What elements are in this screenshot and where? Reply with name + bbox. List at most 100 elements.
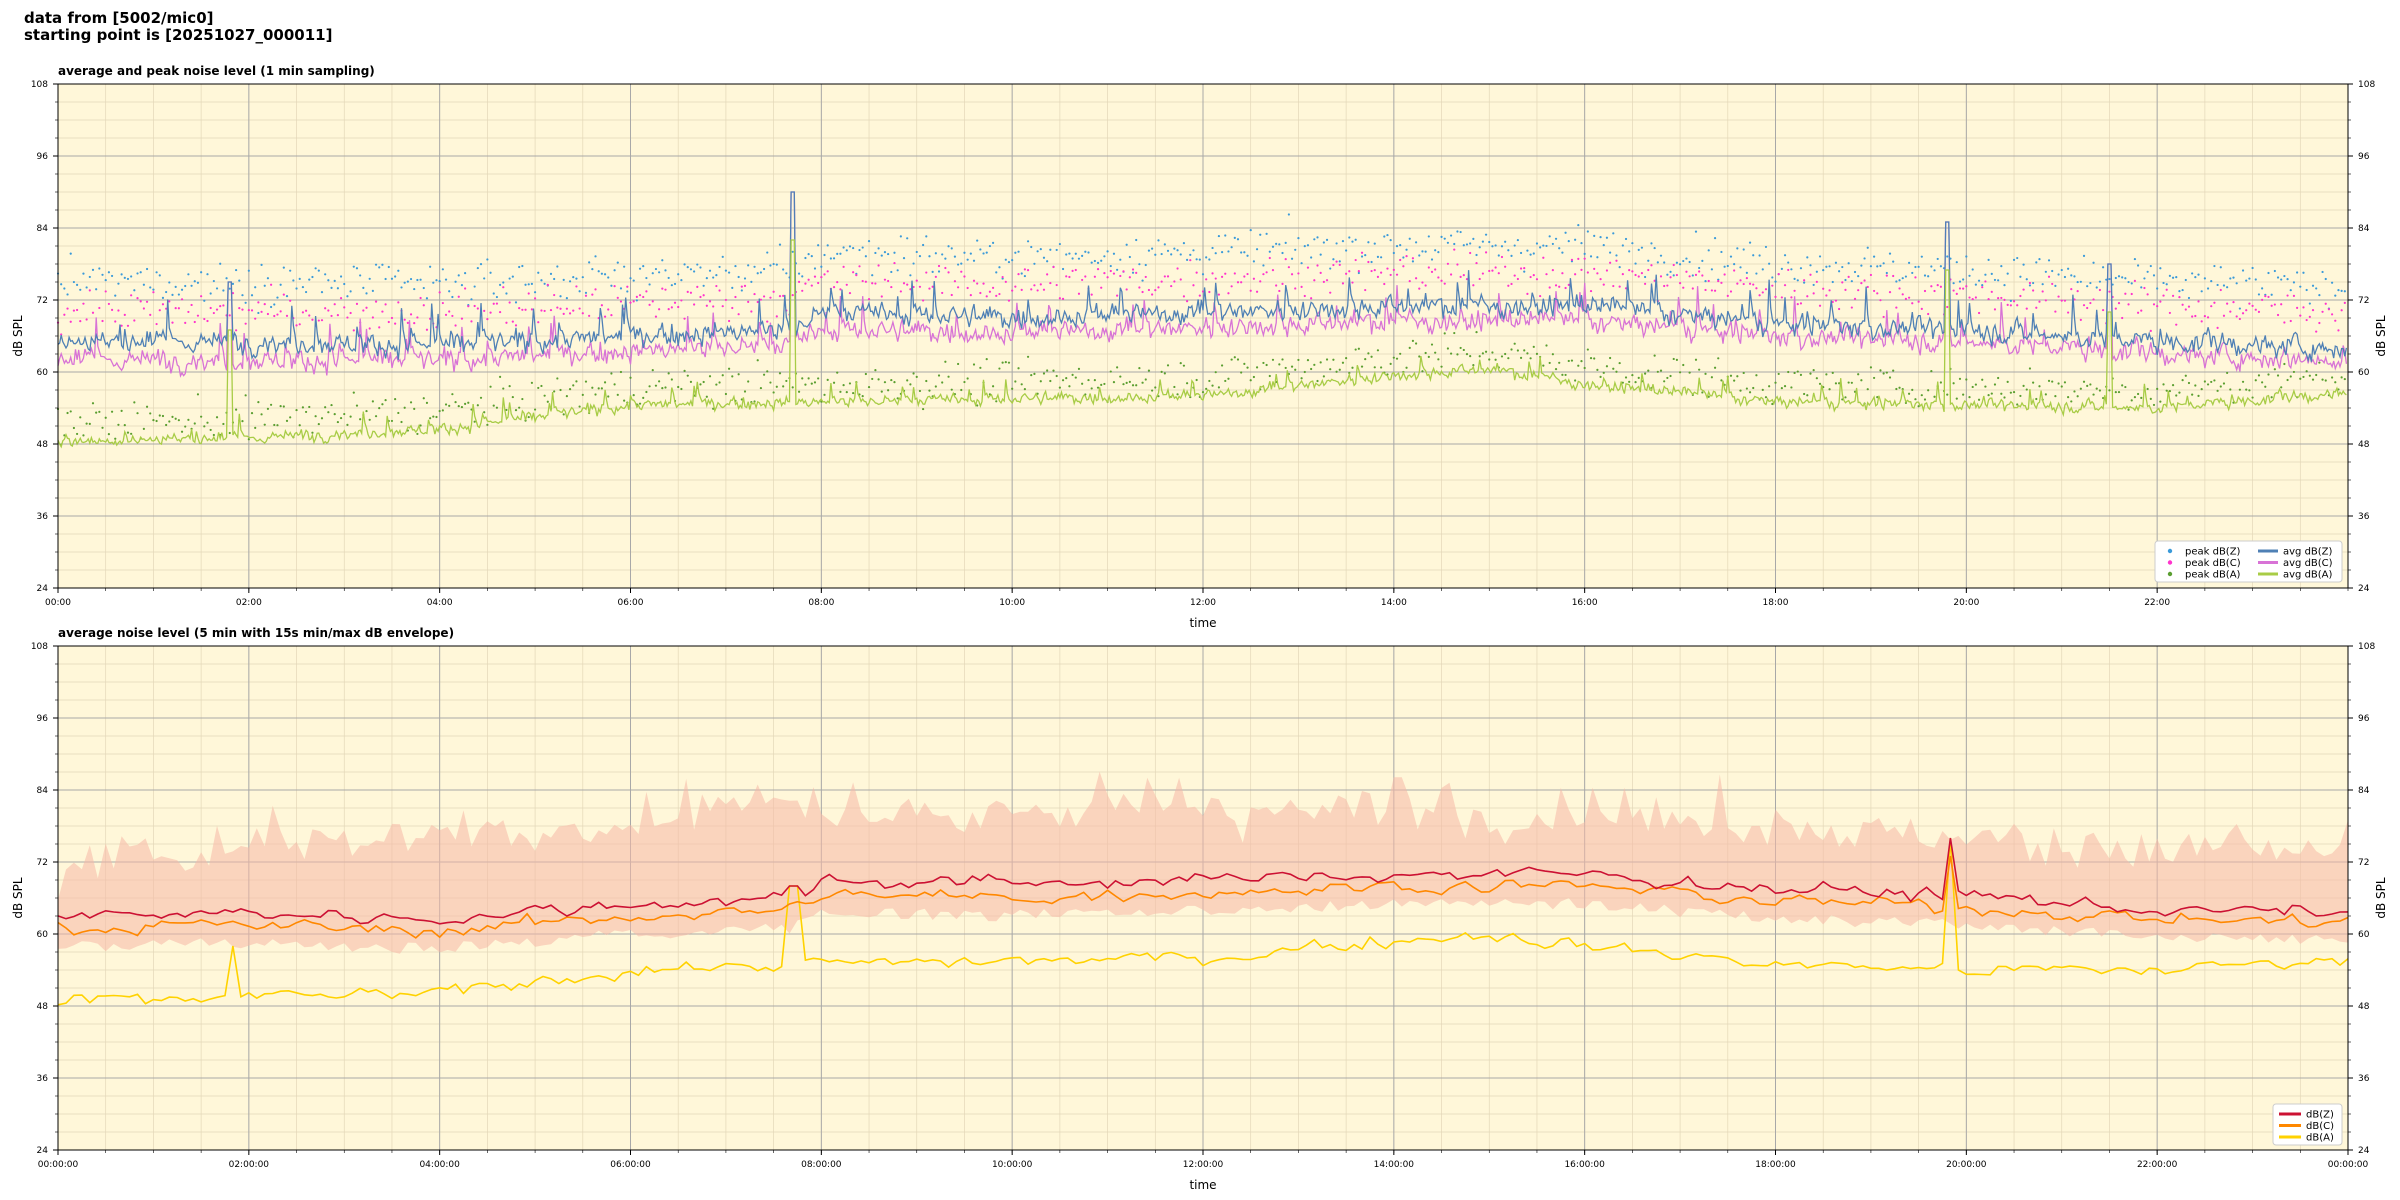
peak-a-point	[1052, 369, 1055, 372]
peak-a-point	[2117, 390, 2121, 394]
peak-a-point	[1236, 358, 1240, 361]
peak-z-point	[2245, 279, 2248, 282]
peak-z-point	[1962, 278, 1965, 281]
peak-z-point	[1478, 246, 1481, 249]
peak-a-point	[107, 433, 110, 436]
peak-a-point	[1860, 379, 1863, 382]
peak-a-point	[1551, 353, 1554, 356]
peak-z-point	[1042, 256, 1046, 259]
peak-a-point	[909, 383, 912, 386]
peak-a-point	[1799, 373, 1803, 376]
peak-a-point	[448, 404, 451, 407]
peak-a-point	[2241, 380, 2245, 383]
peak-c-point	[203, 317, 206, 321]
peak-a-point	[2203, 380, 2206, 383]
peak-c-point	[1599, 278, 1602, 281]
peak-c-point	[1255, 290, 1259, 293]
peak-a-point	[1888, 376, 1892, 379]
peak-z-point	[1564, 231, 1567, 234]
peak-z-point	[1558, 247, 1561, 250]
peak-a-point	[2289, 375, 2292, 378]
peak-c-point	[101, 319, 104, 323]
peak-c-point	[2175, 323, 2178, 326]
peak-z-point	[1678, 263, 1682, 266]
peak-c-point	[1955, 292, 1958, 295]
peak-z-point	[1831, 280, 1834, 284]
peak-a-point	[339, 416, 343, 420]
legend-marker-dot	[2167, 571, 2173, 577]
peak-z-point	[2067, 267, 2070, 270]
peak-z-point	[2200, 290, 2203, 293]
peak-a-point	[1739, 389, 1742, 392]
peak-z-point	[1713, 237, 1717, 240]
peak-c-point	[1952, 289, 1955, 292]
peak-z-point	[1863, 257, 1866, 260]
peak-z-point	[1914, 265, 1917, 269]
peak-c-point	[2238, 317, 2241, 321]
peak-c-point	[874, 282, 877, 285]
peak-z-point	[1841, 265, 1844, 269]
peak-a-point	[263, 423, 266, 426]
peak-c-point	[1402, 265, 1405, 268]
peak-a-point	[778, 372, 782, 375]
peak-c-point	[1405, 254, 1408, 258]
peak-c-point	[963, 275, 966, 278]
peak-c-point	[1500, 255, 1504, 259]
peak-z-point	[2286, 278, 2289, 281]
peak-a-point	[642, 396, 645, 399]
peak-c-point	[365, 306, 368, 309]
peak-z-point	[1484, 233, 1488, 236]
peak-c-point	[918, 285, 922, 288]
peak-c-point	[1729, 290, 1733, 293]
peak-a-point	[413, 407, 416, 411]
peak-a-point	[359, 418, 362, 421]
x-tick-label: 16:00	[1572, 598, 1598, 608]
legend-marker-dot	[2167, 548, 2173, 554]
peak-c-point	[2108, 290, 2111, 293]
peak-c-point	[2213, 301, 2216, 304]
peak-a-point	[1042, 372, 1046, 375]
peak-c-point	[180, 298, 184, 301]
peak-c-point	[1014, 285, 1017, 288]
peak-a-point	[928, 389, 931, 392]
peak-z-point	[1739, 266, 1742, 269]
peak-z-point	[1755, 272, 1758, 275]
peak-z-point	[2216, 283, 2219, 287]
peak-z-point	[139, 271, 142, 274]
peak-a-point	[1666, 376, 1669, 380]
peak-a-point	[2251, 396, 2254, 399]
peak-c-point	[861, 279, 864, 283]
peak-z-point	[1125, 243, 1128, 246]
peak-z-point	[438, 280, 441, 283]
peak-c-point	[266, 312, 270, 316]
peak-c-point	[1901, 293, 1904, 296]
peak-z-point	[1815, 270, 1818, 273]
peak-z-point	[972, 259, 976, 262]
peak-z-point	[588, 261, 591, 264]
peak-a-point	[1128, 380, 1131, 383]
peak-c-point	[174, 307, 177, 310]
peak-z-point	[1561, 251, 1564, 254]
peak-z-point	[308, 278, 311, 281]
y-tick-label: 24	[37, 584, 49, 594]
peak-z-point	[1007, 260, 1011, 264]
peak-z-point	[1818, 255, 1822, 258]
peak-c-point	[1173, 280, 1176, 283]
peak-z-point	[269, 305, 273, 309]
peak-c-point	[1799, 302, 1803, 305]
peak-a-point	[1535, 352, 1539, 355]
peak-z-point	[1500, 245, 1504, 248]
peak-z-point	[1923, 274, 1927, 277]
peak-c-point	[1669, 276, 1672, 279]
peak-z-point	[1939, 265, 1942, 268]
peak-a-point	[918, 389, 922, 393]
peak-a-point	[1599, 375, 1602, 378]
peak-c-point	[1475, 261, 1478, 265]
peak-c-point	[1100, 286, 1103, 289]
peak-z-point	[1290, 257, 1294, 260]
peak-z-point	[101, 273, 104, 276]
peak-c-point	[1380, 271, 1383, 274]
peak-z-point	[1109, 264, 1112, 268]
peak-z-point	[915, 250, 918, 254]
peak-c-point	[168, 300, 171, 303]
